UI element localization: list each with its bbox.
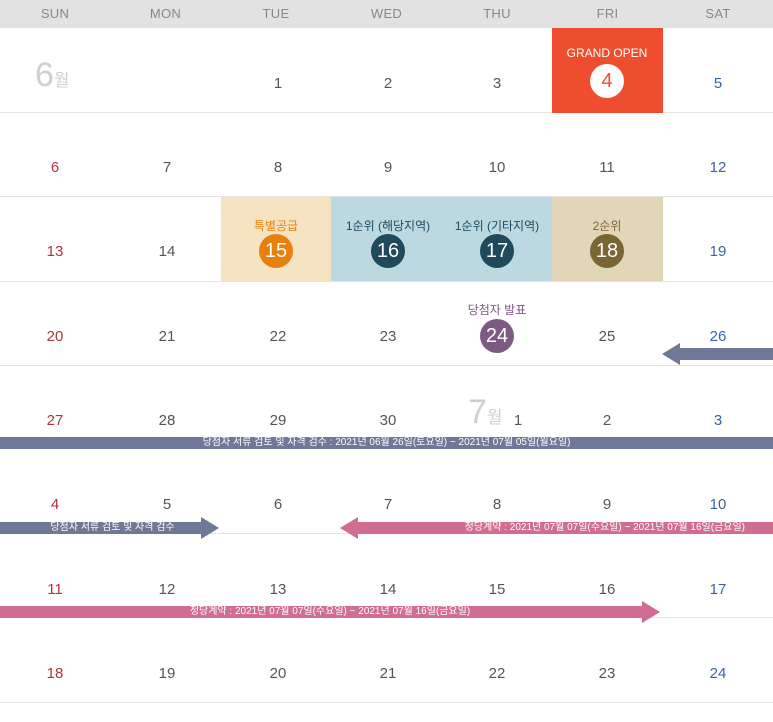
day-cell[interactable]: 15 bbox=[488, 581, 506, 598]
weekday-tue: TUE bbox=[262, 6, 290, 21]
day-cell[interactable]: 24 bbox=[709, 665, 727, 682]
weekday-thu: THU bbox=[483, 6, 511, 21]
day-cell[interactable]: 26 bbox=[709, 328, 727, 345]
review-period-bar-start bbox=[680, 348, 773, 360]
review-period-text: 당첨자 서류 검토 및 자격 검수 : 2021년 06월 26일(토요일) ~… bbox=[202, 437, 571, 448]
day-cell[interactable]: 12 bbox=[158, 581, 176, 598]
day-cell[interactable]: 21 bbox=[158, 328, 176, 345]
day-cell[interactable]: 19 bbox=[709, 243, 727, 260]
week-divider bbox=[0, 702, 773, 703]
week-divider bbox=[0, 112, 773, 113]
review-period-bar: 당첨자 서류 검토 및 자격 검수 : 2021년 06월 26일(토요일) ~… bbox=[0, 437, 773, 449]
day-cell[interactable]: 6 bbox=[50, 159, 60, 176]
day-cell[interactable]: 3 bbox=[713, 412, 723, 429]
day-cell[interactable]: 18 bbox=[46, 665, 64, 682]
day-cell[interactable]: 17 bbox=[709, 581, 727, 598]
day-cell[interactable]: 29 bbox=[269, 412, 287, 429]
month-label-june: 6월 bbox=[35, 56, 70, 94]
review-arrow-head-icon bbox=[662, 343, 680, 365]
grand-open-day: 4 bbox=[590, 64, 624, 98]
special-supply-label: 특별공급 bbox=[253, 219, 299, 233]
day-cell[interactable]: 13 bbox=[269, 581, 287, 598]
contract-arrow-end-icon bbox=[642, 601, 660, 623]
day-cell[interactable]: 21 bbox=[379, 665, 397, 682]
second-rank-label: 2순위 bbox=[592, 219, 622, 233]
week-divider bbox=[0, 281, 773, 282]
weekday-fri: FRI bbox=[596, 6, 619, 21]
first-rank-cells bbox=[331, 197, 552, 281]
day-cell[interactable]: 9 bbox=[383, 159, 393, 176]
weekday-sat: SAT bbox=[705, 6, 731, 21]
review-period-bar-end: 당첨자 서류 검토 및 자격 검수 bbox=[0, 522, 201, 534]
second-rank-day: 18 bbox=[590, 234, 624, 268]
day-cell[interactable]: 8 bbox=[492, 496, 502, 513]
day-cell[interactable]: 11 bbox=[599, 159, 615, 176]
day-cell[interactable]: 7 bbox=[162, 159, 172, 176]
contract-period-text: 정당계약 : 2021년 07월 07일(수요일) ~ 2021년 07월 16… bbox=[464, 522, 745, 533]
week-divider bbox=[0, 365, 773, 366]
day-cell[interactable]: 1 bbox=[273, 75, 283, 92]
day-cell[interactable]: 23 bbox=[598, 665, 616, 682]
first-rank-local-day[interactable]: 16 bbox=[371, 234, 405, 268]
day-cell[interactable]: 4 bbox=[50, 496, 60, 513]
review-arrow-end-icon bbox=[201, 517, 219, 539]
first-rank-other-label: 1순위 (기타지역) bbox=[454, 219, 540, 233]
winners-announcement-label: 당첨자 발표 bbox=[467, 303, 527, 317]
day-cell[interactable]: 14 bbox=[158, 243, 176, 260]
day-cell[interactable]: 5 bbox=[162, 496, 172, 513]
day-cell[interactable]: 3 bbox=[492, 75, 502, 92]
day-cell[interactable]: 30 bbox=[379, 412, 397, 429]
day-cell[interactable]: 19 bbox=[158, 665, 176, 682]
week-divider bbox=[0, 196, 773, 197]
day-cell[interactable]: 22 bbox=[488, 665, 506, 682]
day-cell[interactable]: 10 bbox=[488, 159, 506, 176]
day-cell[interactable]: 9 bbox=[602, 496, 612, 513]
weekday-header: SUN MON TUE WED THU FRI SAT bbox=[0, 0, 773, 28]
first-rank-local-label: 1순위 (해당지역) bbox=[345, 219, 431, 233]
day-cell[interactable]: 12 bbox=[709, 159, 727, 176]
special-supply-day: 15 bbox=[259, 234, 293, 268]
month-label-july: 7월 bbox=[468, 393, 503, 431]
contract-period-text-2: 정당계약 : 2021년 07월 07일(수요일) ~ 2021년 07월 16… bbox=[189, 606, 471, 617]
day-cell[interactable]: 20 bbox=[269, 665, 287, 682]
winners-announcement-day[interactable]: 24 bbox=[480, 319, 514, 353]
day-cell[interactable]: 5 bbox=[713, 75, 723, 92]
day-cell[interactable]: 13 bbox=[46, 243, 64, 260]
day-cell[interactable]: 27 bbox=[46, 412, 64, 429]
contract-period-bar-end: 정당계약 : 2021년 07월 07일(수요일) ~ 2021년 07월 16… bbox=[0, 606, 642, 618]
day-cell[interactable]: 2 bbox=[383, 75, 393, 92]
contract-arrow-head-icon bbox=[340, 517, 358, 539]
day-cell[interactable]: 1 bbox=[513, 412, 523, 429]
day-cell[interactable]: 7 bbox=[383, 496, 393, 513]
contract-period-bar-start: 정당계약 : 2021년 07월 07일(수요일) ~ 2021년 07월 16… bbox=[358, 522, 773, 534]
day-cell[interactable]: 10 bbox=[709, 496, 727, 513]
review-period-short-text: 당첨자 서류 검토 및 자격 검수 bbox=[50, 522, 175, 533]
grand-open-label: GRAND OPEN bbox=[566, 46, 648, 60]
day-cell[interactable]: 2 bbox=[602, 412, 612, 429]
weekday-mon: MON bbox=[149, 6, 182, 21]
day-cell[interactable]: 23 bbox=[379, 328, 397, 345]
day-cell[interactable]: 11 bbox=[47, 581, 63, 598]
day-cell[interactable]: 25 bbox=[598, 328, 616, 345]
day-cell[interactable]: 8 bbox=[273, 159, 283, 176]
day-cell[interactable]: 28 bbox=[158, 412, 176, 429]
weekday-wed: WED bbox=[370, 6, 403, 21]
day-cell[interactable]: 6 bbox=[273, 496, 283, 513]
day-cell[interactable]: 22 bbox=[269, 328, 287, 345]
day-cell[interactable]: 16 bbox=[598, 581, 616, 598]
weekday-sun: SUN bbox=[40, 6, 70, 21]
day-cell[interactable]: 20 bbox=[46, 328, 64, 345]
day-cell[interactable]: 14 bbox=[379, 581, 397, 598]
first-rank-other-day[interactable]: 17 bbox=[480, 234, 514, 268]
